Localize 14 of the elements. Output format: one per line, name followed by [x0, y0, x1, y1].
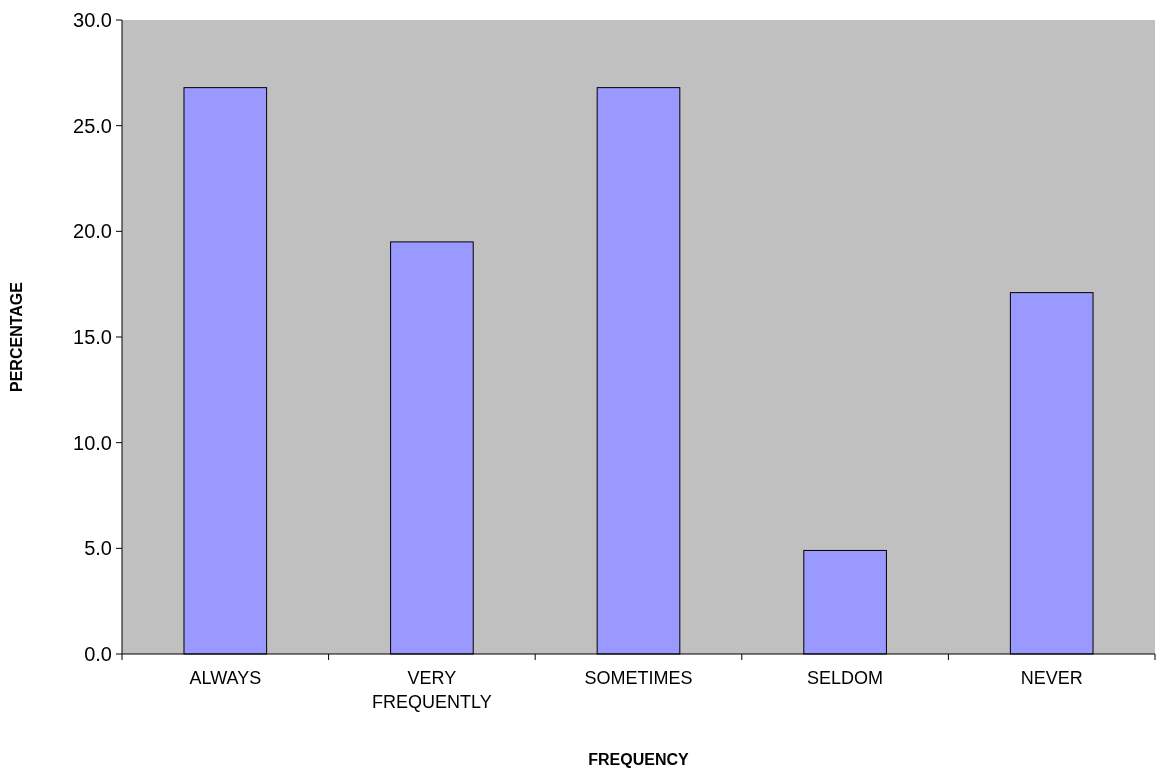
- y-tick-label: 15.0: [73, 326, 112, 348]
- x-tick-label: VERY FREQUENTLY: [372, 668, 492, 712]
- y-tick-label: 0.0: [84, 643, 112, 665]
- x-tick-label: SELDOM: [807, 668, 884, 688]
- y-axis-title: PERCENTAGE: [8, 281, 25, 392]
- x-tick-label: SOMETIMES: [584, 668, 693, 688]
- y-tick-label: 30.0: [73, 9, 112, 31]
- x-axis-title: FREQUENCY: [588, 751, 690, 768]
- y-tick-label: 5.0: [84, 537, 112, 560]
- x-tick-label: ALWAYS: [189, 668, 262, 688]
- y-tick-label: 25.0: [73, 114, 112, 137]
- x-tick-label: NEVER: [1020, 668, 1083, 688]
- y-tick-label: 10.0: [73, 431, 112, 454]
- y-tick-label: 20.0: [73, 220, 112, 243]
